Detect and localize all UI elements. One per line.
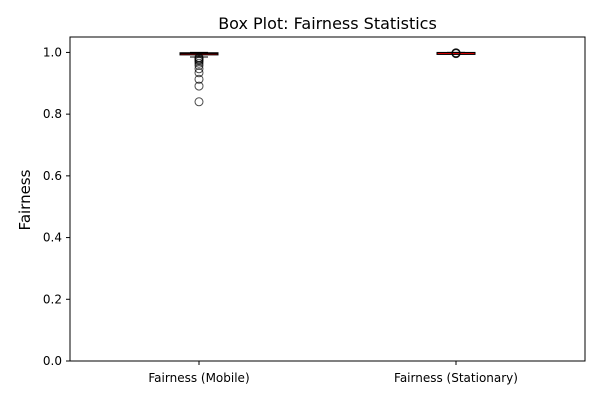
outlier-point	[194, 64, 204, 74]
outlier-point	[194, 74, 204, 84]
outlier-point	[194, 58, 204, 68]
x-tick-label: Fairness (Mobile)	[148, 371, 249, 385]
y-tick-label: 0.8	[43, 107, 62, 121]
y-tick-label: 0.0	[43, 354, 62, 368]
outlier-point	[194, 97, 204, 107]
outlier-point	[194, 60, 204, 70]
x-tick-label: Fairness (Stationary)	[394, 371, 518, 385]
outlier-point	[194, 68, 204, 78]
plot-area: 0.0 0.2 0.4 0.6 0.8 1.0 Fairness (Mobile) Fairn…	[43, 36, 586, 385]
outlier-point	[194, 81, 204, 91]
chart-title: Box Plot: Fairness Statistics	[218, 14, 437, 33]
outlier-point	[451, 48, 461, 58]
y-tick-label: 0.2	[43, 292, 62, 306]
y-axis-label: Fairness	[16, 169, 34, 230]
y-tick-label: 1.0	[43, 45, 62, 59]
y-tick-label: 0.4	[43, 231, 62, 245]
plot-frame	[69, 36, 586, 362]
y-tick-label: 0.6	[43, 169, 62, 183]
